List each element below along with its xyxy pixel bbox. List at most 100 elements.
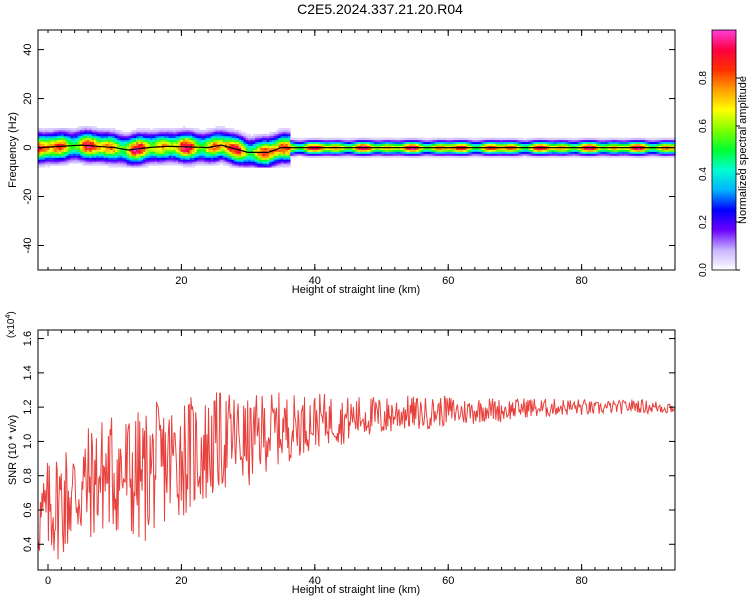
heatmap-cell (152, 159, 156, 162)
heatmap-cell (173, 147, 177, 150)
heatmap-cell (600, 155, 604, 158)
heatmap-cell (231, 127, 235, 131)
heatmap-cell (220, 139, 223, 143)
heatmap-cell (175, 155, 179, 158)
heatmap-cell (208, 147, 212, 150)
heatmap-cell (196, 137, 200, 141)
heatmap-cell (166, 155, 170, 158)
heatmap-cell (586, 145, 590, 148)
heatmap-cell (327, 149, 331, 152)
heatmap-cell (229, 135, 233, 139)
heatmap-cell (63, 139, 67, 143)
heatmap-cell (460, 153, 464, 156)
heatmap-cell (649, 139, 653, 143)
heatmap-cell (556, 145, 559, 148)
heatmap-cell (666, 151, 669, 154)
heatmap-cell (224, 129, 228, 133)
heatmap-cell (306, 137, 310, 141)
heatmap-cell (280, 143, 284, 146)
heatmap-cell (66, 133, 69, 137)
heatmap-cell (430, 155, 433, 158)
heatmap-cell (336, 155, 340, 158)
heatmap-cell (579, 149, 583, 152)
heatmap-cell (73, 145, 76, 148)
heatmap-cell (612, 149, 616, 152)
heatmap-cell (315, 153, 319, 156)
heatmap-cell (168, 157, 172, 160)
heatmap-cell (514, 151, 517, 154)
heatmap-cell (248, 149, 251, 152)
heatmap-cell (117, 139, 121, 143)
heatmap-cell (210, 127, 214, 131)
heatmap-cell (257, 137, 261, 141)
heatmap-cell (537, 149, 541, 152)
heatmap-cell (94, 126, 97, 129)
heatmap-cell (145, 155, 149, 158)
heatmap-cell (502, 153, 506, 156)
heatmap-cell (395, 151, 398, 154)
heatmap-cell (203, 151, 207, 154)
heatmap-cell (332, 141, 335, 145)
heatmap-cell (292, 139, 296, 143)
heatmap-cell (427, 153, 431, 156)
heatmap-cell (42, 149, 46, 152)
heatmap-cell (409, 145, 412, 148)
heatmap-cell (68, 139, 72, 143)
heatmap-cell (628, 153, 632, 156)
heatmap-cell (229, 143, 233, 146)
heatmap-cell (138, 163, 142, 166)
heatmap-cell (222, 126, 226, 129)
heatmap-cell (511, 155, 515, 158)
heatmap-cell (91, 129, 95, 133)
heatmap-cell (206, 151, 209, 154)
heatmap-cell (474, 147, 478, 150)
heatmap-cell (112, 157, 116, 160)
heatmap-cell (381, 137, 384, 141)
heatmap-cell (446, 153, 450, 156)
heatmap-cell (110, 129, 114, 133)
heatmap-cell (360, 143, 363, 146)
heatmap-cell (131, 163, 135, 166)
heatmap-cell (38, 147, 41, 150)
heatmap-cell (131, 151, 135, 154)
heatmap-cell (199, 161, 202, 164)
heatmap-cell (670, 139, 674, 143)
heatmap-cell (577, 143, 581, 146)
heatmap-cell (399, 151, 403, 154)
heatmap-cell (234, 145, 237, 148)
heatmap-cell (535, 137, 538, 141)
heatmap-cell (537, 155, 541, 158)
spectrogram-xlabel: Height of straight line (km) (292, 284, 420, 296)
heatmap-cell (47, 149, 51, 152)
heatmap-cell (395, 137, 398, 141)
heatmap-cell (528, 145, 531, 148)
heatmap-cell (537, 139, 541, 143)
heatmap-cell (101, 133, 104, 137)
heatmap-cell (598, 149, 602, 152)
heatmap-cell (47, 147, 51, 150)
heatmap-cell (124, 151, 128, 154)
heatmap-cell (63, 153, 67, 156)
heatmap-cell (129, 133, 132, 137)
heatmap-cell (222, 145, 226, 148)
heatmap-cell (357, 155, 361, 158)
snr-xtick-label: 20 (175, 575, 187, 587)
heatmap-cell (66, 149, 69, 152)
heatmap-cell (82, 163, 86, 166)
heatmap-cell (187, 141, 191, 145)
heatmap-cell (427, 137, 431, 141)
heatmap-cell (544, 143, 548, 146)
heatmap-cell (101, 141, 104, 145)
heatmap-cell (259, 147, 263, 150)
heatmap-cell (670, 155, 674, 158)
heatmap-cell (577, 155, 581, 158)
heatmap-cell (325, 149, 328, 152)
heatmap-cell (306, 139, 310, 143)
heatmap-cell (542, 141, 545, 145)
heatmap-cell (607, 137, 611, 141)
heatmap-cell (343, 155, 347, 158)
heatmap-cell (154, 153, 158, 156)
heatmap-cell (234, 149, 237, 152)
heatmap-cell (516, 147, 520, 150)
heatmap-cell (182, 149, 186, 152)
